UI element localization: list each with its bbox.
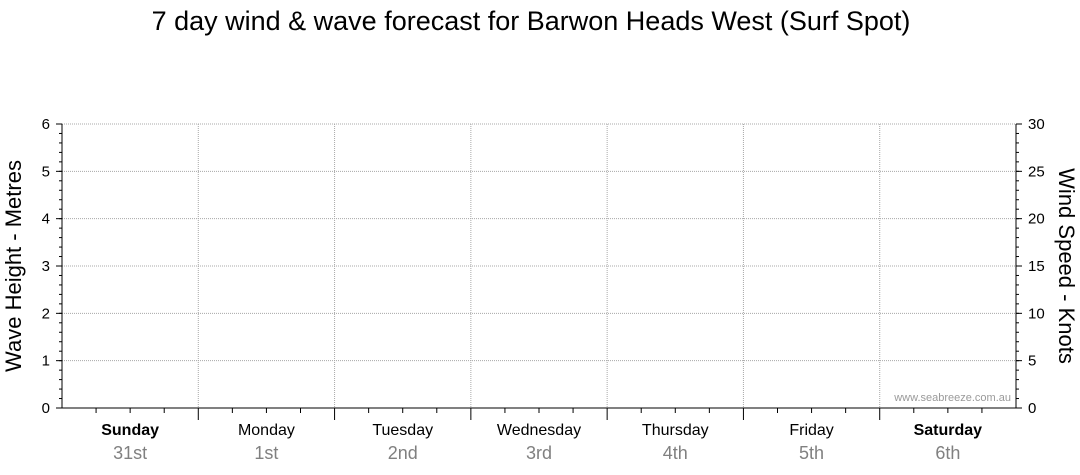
- x-axis-ticks: [95, 408, 983, 420]
- left-tick-label: 3: [42, 258, 50, 275]
- left-axis-ticks: 0 1 2 3 4 5 6: [42, 116, 62, 417]
- right-tick-label: 25: [1028, 163, 1045, 180]
- left-tick-label: 1: [42, 353, 50, 370]
- right-tick-label: 20: [1028, 211, 1045, 228]
- left-tick-label: 5: [42, 163, 50, 180]
- day-name-label: Saturday: [914, 422, 983, 439]
- day-name-label: Sunday: [101, 422, 159, 439]
- day-date-label: 3rd: [526, 443, 552, 463]
- right-axis-title: Wind Speed - Knots: [1054, 168, 1079, 364]
- day-name-label: Thursday: [642, 422, 709, 439]
- right-tick-label: 5: [1028, 353, 1036, 370]
- day-name-label: Monday: [238, 422, 295, 439]
- day-labels: Sunday 31st Monday 1st Tuesday 2nd Wednesday 3r…: [101, 422, 982, 463]
- left-tick-label: 0: [42, 400, 50, 417]
- grid-lines: [62, 123, 1016, 408]
- day-date-label: 4th: [663, 443, 688, 463]
- chart-title: 7 day wind & wave forecast for Barwon He…: [152, 6, 911, 36]
- day-name-label: Wednesday: [497, 422, 581, 439]
- day-date-label: 6th: [935, 443, 960, 463]
- day-name-label: Friday: [789, 422, 833, 439]
- right-tick-label: 15: [1028, 258, 1045, 275]
- day-name-label: Tuesday: [372, 422, 433, 439]
- left-tick-label: 2: [42, 305, 50, 322]
- right-tick-label: 0: [1028, 400, 1036, 417]
- day-date-label: 2nd: [388, 443, 418, 463]
- right-tick-label: 30: [1028, 116, 1045, 133]
- right-axis-ticks: 0 5 10 15 20 25 30: [1016, 116, 1045, 417]
- day-date-label: 1st: [254, 443, 278, 463]
- watermark: www.seabreeze.com.au: [893, 392, 1011, 404]
- left-axis-title: Wave Height - Metres: [1, 160, 26, 372]
- left-tick-label: 6: [42, 116, 50, 133]
- day-date-label: 5th: [799, 443, 824, 463]
- day-date-label: 31st: [113, 443, 147, 463]
- left-tick-label: 4: [42, 211, 50, 228]
- right-tick-label: 10: [1028, 305, 1045, 322]
